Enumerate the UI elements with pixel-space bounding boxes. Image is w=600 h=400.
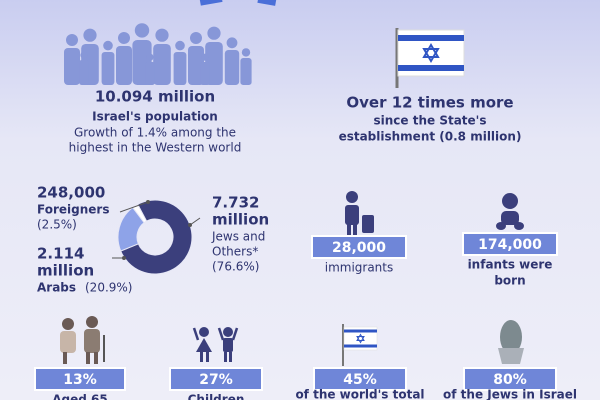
population-label: Israel's population: [92, 110, 218, 124]
person-body: [188, 46, 204, 85]
baby-icon: [496, 193, 524, 230]
person-head: [118, 32, 130, 44]
person-body: [173, 52, 187, 85]
stat-label: infants were: [468, 258, 553, 272]
stat-box: [313, 367, 407, 391]
growth-line: since the State's: [374, 114, 487, 128]
cactus-icon: [498, 320, 524, 364]
group-count: million: [212, 211, 269, 229]
person-head: [175, 40, 185, 51]
growth-headline: Over 12 times more: [346, 94, 513, 112]
person-head: [201, 53, 209, 61]
person-body: [145, 62, 155, 85]
growth-line: establishment (0.8 million): [339, 130, 522, 144]
connector-dot: [146, 200, 150, 204]
group-share: (2.5%): [37, 218, 77, 232]
group-count: 7.732: [212, 194, 259, 212]
group-share: (76.6%): [212, 260, 259, 274]
stat-value: 45%: [343, 372, 377, 388]
population-growth: Growth of 1.4% among the: [74, 126, 236, 140]
stat-box: [463, 367, 557, 391]
flag-icon: [395, 28, 465, 88]
stat-box: [462, 232, 558, 256]
person-body: [200, 62, 210, 85]
group-name: Arabs: [37, 281, 76, 295]
stat-value: 13%: [63, 372, 97, 388]
person-body: [64, 48, 80, 85]
stat-box: [311, 235, 407, 259]
population-growth: highest in the Western world: [69, 141, 242, 155]
decor-flag: [199, 0, 223, 6]
stat-value: 27%: [199, 372, 233, 388]
person-head: [155, 28, 169, 42]
connector-dot: [122, 256, 126, 260]
group-count: million: [37, 262, 94, 280]
stat-label: of the world's total: [295, 388, 424, 400]
connector: [189, 217, 201, 226]
person-head: [190, 32, 202, 44]
group-name: Jews and: [211, 230, 265, 244]
stat-value: 28,000: [332, 240, 386, 256]
immigrant-icon: [345, 191, 374, 236]
stat-value: 174,000: [478, 237, 542, 253]
person-head: [134, 23, 150, 38]
stat-label: Children: [188, 393, 245, 400]
person-body: [153, 44, 171, 85]
person-head: [146, 53, 154, 61]
elderly-icon: [60, 316, 105, 364]
stat-box: [34, 367, 126, 391]
person-head: [226, 37, 238, 49]
stat-label: born: [494, 274, 525, 288]
person-head: [103, 40, 113, 51]
group-count: 248,000: [37, 184, 105, 202]
donut-segment: [120, 199, 193, 275]
decor-flag: [257, 0, 277, 6]
small-flag-icon: [342, 324, 378, 366]
stat-box: [169, 367, 263, 391]
connector-dot: [188, 223, 192, 227]
person-body: [79, 60, 89, 85]
group-share: (20.9%): [85, 281, 132, 295]
group-count: 2.114: [37, 245, 84, 263]
population-value: 10.094 million: [95, 88, 215, 106]
person-head: [66, 34, 78, 46]
stat-label: immigrants: [325, 261, 394, 275]
person-body: [224, 50, 240, 85]
person-head: [241, 48, 251, 57]
donut-segment: [132, 203, 148, 224]
person-head: [83, 28, 97, 42]
people-icon: [64, 23, 252, 85]
person-body: [240, 58, 252, 85]
stat-value: 80%: [493, 372, 527, 388]
group-name: Others*: [212, 245, 258, 259]
stat-label: of the Jews in Israel: [443, 388, 577, 400]
group-name: Foreigners: [37, 203, 109, 217]
person-body: [116, 46, 132, 85]
stat-label: Aged 65: [52, 393, 107, 400]
connector: [119, 201, 149, 213]
person-head: [80, 51, 88, 59]
person-body: [101, 52, 115, 85]
children-icon: [192, 327, 239, 362]
person-head: [207, 26, 221, 40]
